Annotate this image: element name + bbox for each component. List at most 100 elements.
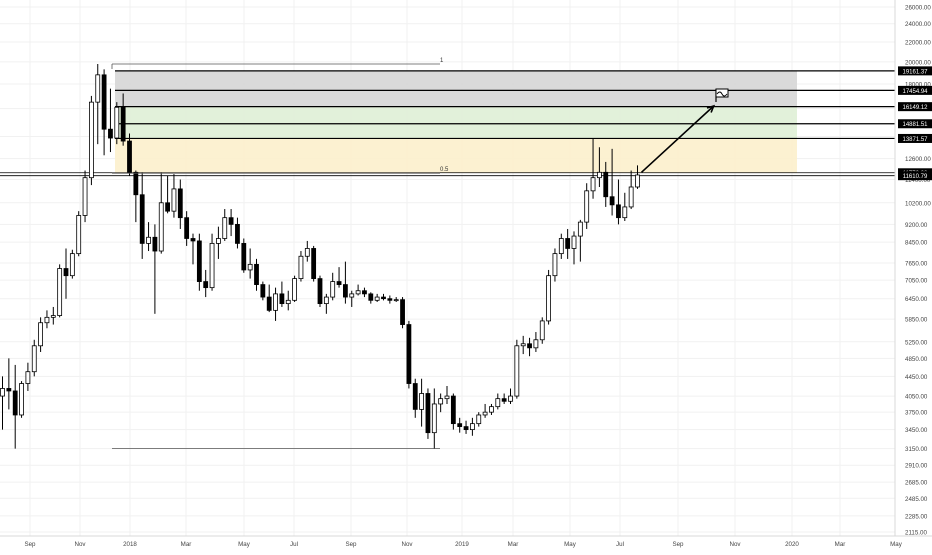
time-tick-label: Sep bbox=[672, 541, 684, 548]
candle bbox=[292, 275, 298, 302]
candle bbox=[69, 249, 75, 279]
candle-body bbox=[235, 223, 240, 244]
candle-body bbox=[76, 215, 82, 255]
candle-body bbox=[241, 243, 247, 271]
candle-body bbox=[558, 238, 564, 255]
candle bbox=[247, 248, 253, 279]
candle-body bbox=[222, 217, 228, 239]
time-tick-label: 2019 bbox=[455, 541, 469, 548]
candle-body bbox=[158, 202, 164, 252]
candle bbox=[381, 293, 386, 301]
candle bbox=[190, 233, 196, 265]
candle-body bbox=[495, 398, 501, 408]
candle-body bbox=[412, 383, 418, 410]
candle bbox=[387, 295, 393, 304]
fib-level-0.5-label: 0.5 bbox=[440, 167, 449, 173]
flag-icon bbox=[715, 88, 729, 102]
candle bbox=[393, 297, 399, 302]
price-tick-label: 3450.00 bbox=[905, 427, 928, 434]
candle bbox=[527, 337, 532, 357]
time-tick-label: May bbox=[238, 541, 251, 548]
candle bbox=[482, 403, 488, 418]
candle bbox=[584, 183, 590, 229]
annotations: 10.5 bbox=[111, 58, 729, 450]
price-label-box bbox=[898, 171, 932, 181]
candle bbox=[235, 217, 240, 249]
candle-body bbox=[196, 240, 202, 282]
candle-body bbox=[260, 284, 266, 298]
candle bbox=[558, 233, 564, 259]
candle-body bbox=[108, 128, 113, 139]
candle-body bbox=[476, 414, 482, 425]
candle-body bbox=[584, 190, 590, 223]
candle bbox=[25, 362, 31, 391]
candle bbox=[552, 248, 558, 282]
candle-body bbox=[469, 423, 475, 431]
candle bbox=[457, 417, 463, 433]
price-label-box bbox=[898, 102, 932, 112]
candle-body bbox=[508, 395, 513, 402]
candle-body bbox=[387, 298, 393, 301]
candle-body bbox=[609, 196, 615, 206]
candle bbox=[501, 393, 507, 404]
candle bbox=[323, 293, 329, 314]
candle bbox=[127, 133, 132, 176]
candle bbox=[222, 209, 228, 241]
price-tick-label: 24000.00 bbox=[905, 21, 931, 28]
candle-body bbox=[247, 263, 253, 271]
candle bbox=[539, 317, 545, 344]
candle bbox=[533, 332, 539, 352]
time-tick-label: 2018 bbox=[123, 541, 137, 548]
candle-body bbox=[57, 268, 63, 316]
candle bbox=[6, 358, 12, 410]
candle-body bbox=[209, 243, 215, 289]
candle-body bbox=[527, 343, 532, 349]
candle-body bbox=[628, 186, 634, 208]
candle bbox=[412, 378, 418, 418]
candle bbox=[495, 393, 501, 410]
candle-body bbox=[139, 194, 145, 244]
candle bbox=[203, 269, 209, 298]
candle-body bbox=[228, 217, 234, 225]
candle-body bbox=[292, 278, 298, 301]
candle bbox=[152, 224, 158, 314]
candle-body bbox=[425, 393, 431, 434]
candle bbox=[298, 251, 304, 282]
candle bbox=[431, 388, 437, 449]
price-tick-label: 11400.00 bbox=[905, 177, 931, 184]
candle-body bbox=[431, 403, 437, 434]
candle bbox=[279, 281, 285, 307]
candle-body bbox=[616, 204, 621, 219]
candle-body bbox=[622, 206, 628, 219]
candle-body bbox=[273, 293, 278, 311]
candle-body bbox=[6, 388, 12, 392]
candle-body bbox=[546, 275, 551, 322]
price-label-box bbox=[898, 119, 932, 129]
price-tick-label: 2285.00 bbox=[905, 513, 928, 520]
candle-body bbox=[101, 74, 107, 130]
candle-body bbox=[317, 278, 323, 305]
candle-body bbox=[330, 281, 336, 298]
price-tick-label: 5850.00 bbox=[905, 317, 928, 324]
candle-body bbox=[374, 296, 380, 301]
price-tick-label: 2485.00 bbox=[905, 496, 928, 503]
candle bbox=[450, 393, 456, 430]
candle bbox=[209, 233, 215, 291]
candle bbox=[577, 219, 583, 262]
candle bbox=[50, 306, 56, 325]
candle-body bbox=[190, 238, 196, 242]
price-labels: 19161.37 17454.94 16149.12 14881.51 13871.57… bbox=[898, 66, 932, 181]
price-axis[interactable]: 26000.00 24000.00 22000.00 20000.00 18000.00… bbox=[905, 5, 931, 537]
candle-body bbox=[63, 268, 69, 277]
candle-body bbox=[146, 236, 151, 244]
candle bbox=[95, 64, 101, 145]
flag-wave bbox=[716, 91, 728, 97]
time-tick-label: 2020 bbox=[785, 541, 799, 548]
flag-cloth bbox=[715, 88, 729, 98]
candle-body bbox=[355, 290, 361, 295]
candle-body bbox=[165, 202, 171, 212]
candle-body bbox=[565, 238, 571, 249]
candle bbox=[508, 388, 513, 404]
time-axis[interactable]: Sep Nov 2018 Mar May Jul Sep Nov 2019 Mar May Jul Se… bbox=[24, 541, 902, 548]
